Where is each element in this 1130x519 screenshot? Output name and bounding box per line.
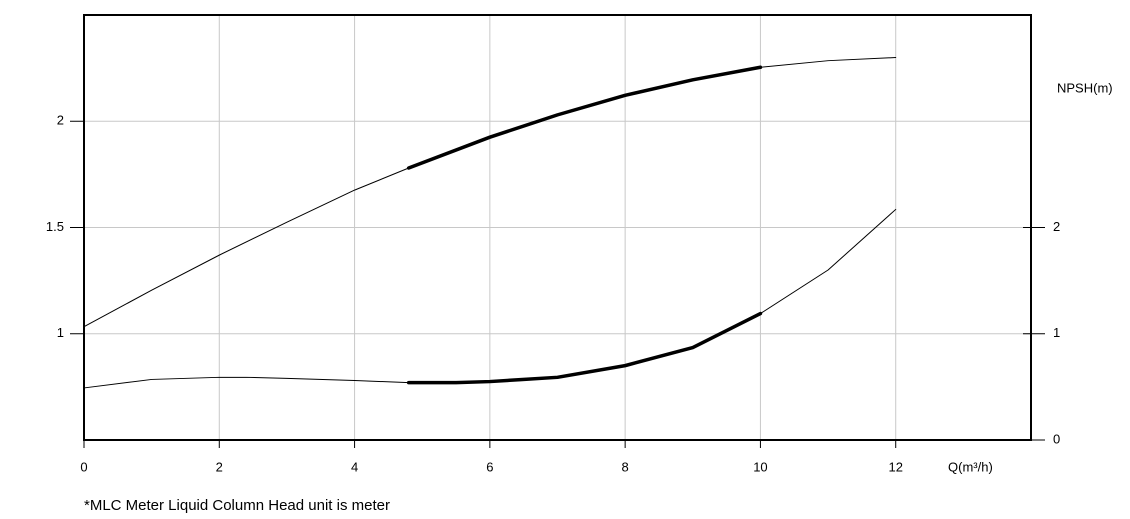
plot-frame bbox=[83, 14, 1032, 441]
curve bbox=[406, 65, 763, 170]
y-tick-label: 1 bbox=[57, 325, 64, 340]
y2-tick-label: 0 bbox=[1053, 431, 1060, 446]
y2-tick-label: 2 bbox=[1053, 219, 1060, 234]
x-tick-label: 6 bbox=[486, 459, 493, 474]
y-tick-label: 1.5 bbox=[46, 219, 64, 234]
x-tick-label: 0 bbox=[80, 459, 87, 474]
x-tick-label: 2 bbox=[216, 459, 223, 474]
y2-axis-label: NPSH(m) bbox=[1057, 80, 1113, 95]
x-tick-label: 12 bbox=[888, 459, 902, 474]
curve bbox=[406, 311, 763, 385]
x-tick-label: 8 bbox=[622, 459, 629, 474]
x-tick-label: 10 bbox=[753, 459, 767, 474]
footnote: *MLC Meter Liquid Column Head unit is me… bbox=[84, 497, 390, 514]
x-axis-label: Q(m³/h) bbox=[948, 459, 993, 474]
y-tick-label: 2 bbox=[57, 113, 64, 128]
x-tick-label: 4 bbox=[351, 459, 358, 474]
y2-tick-label: 1 bbox=[1053, 325, 1060, 340]
